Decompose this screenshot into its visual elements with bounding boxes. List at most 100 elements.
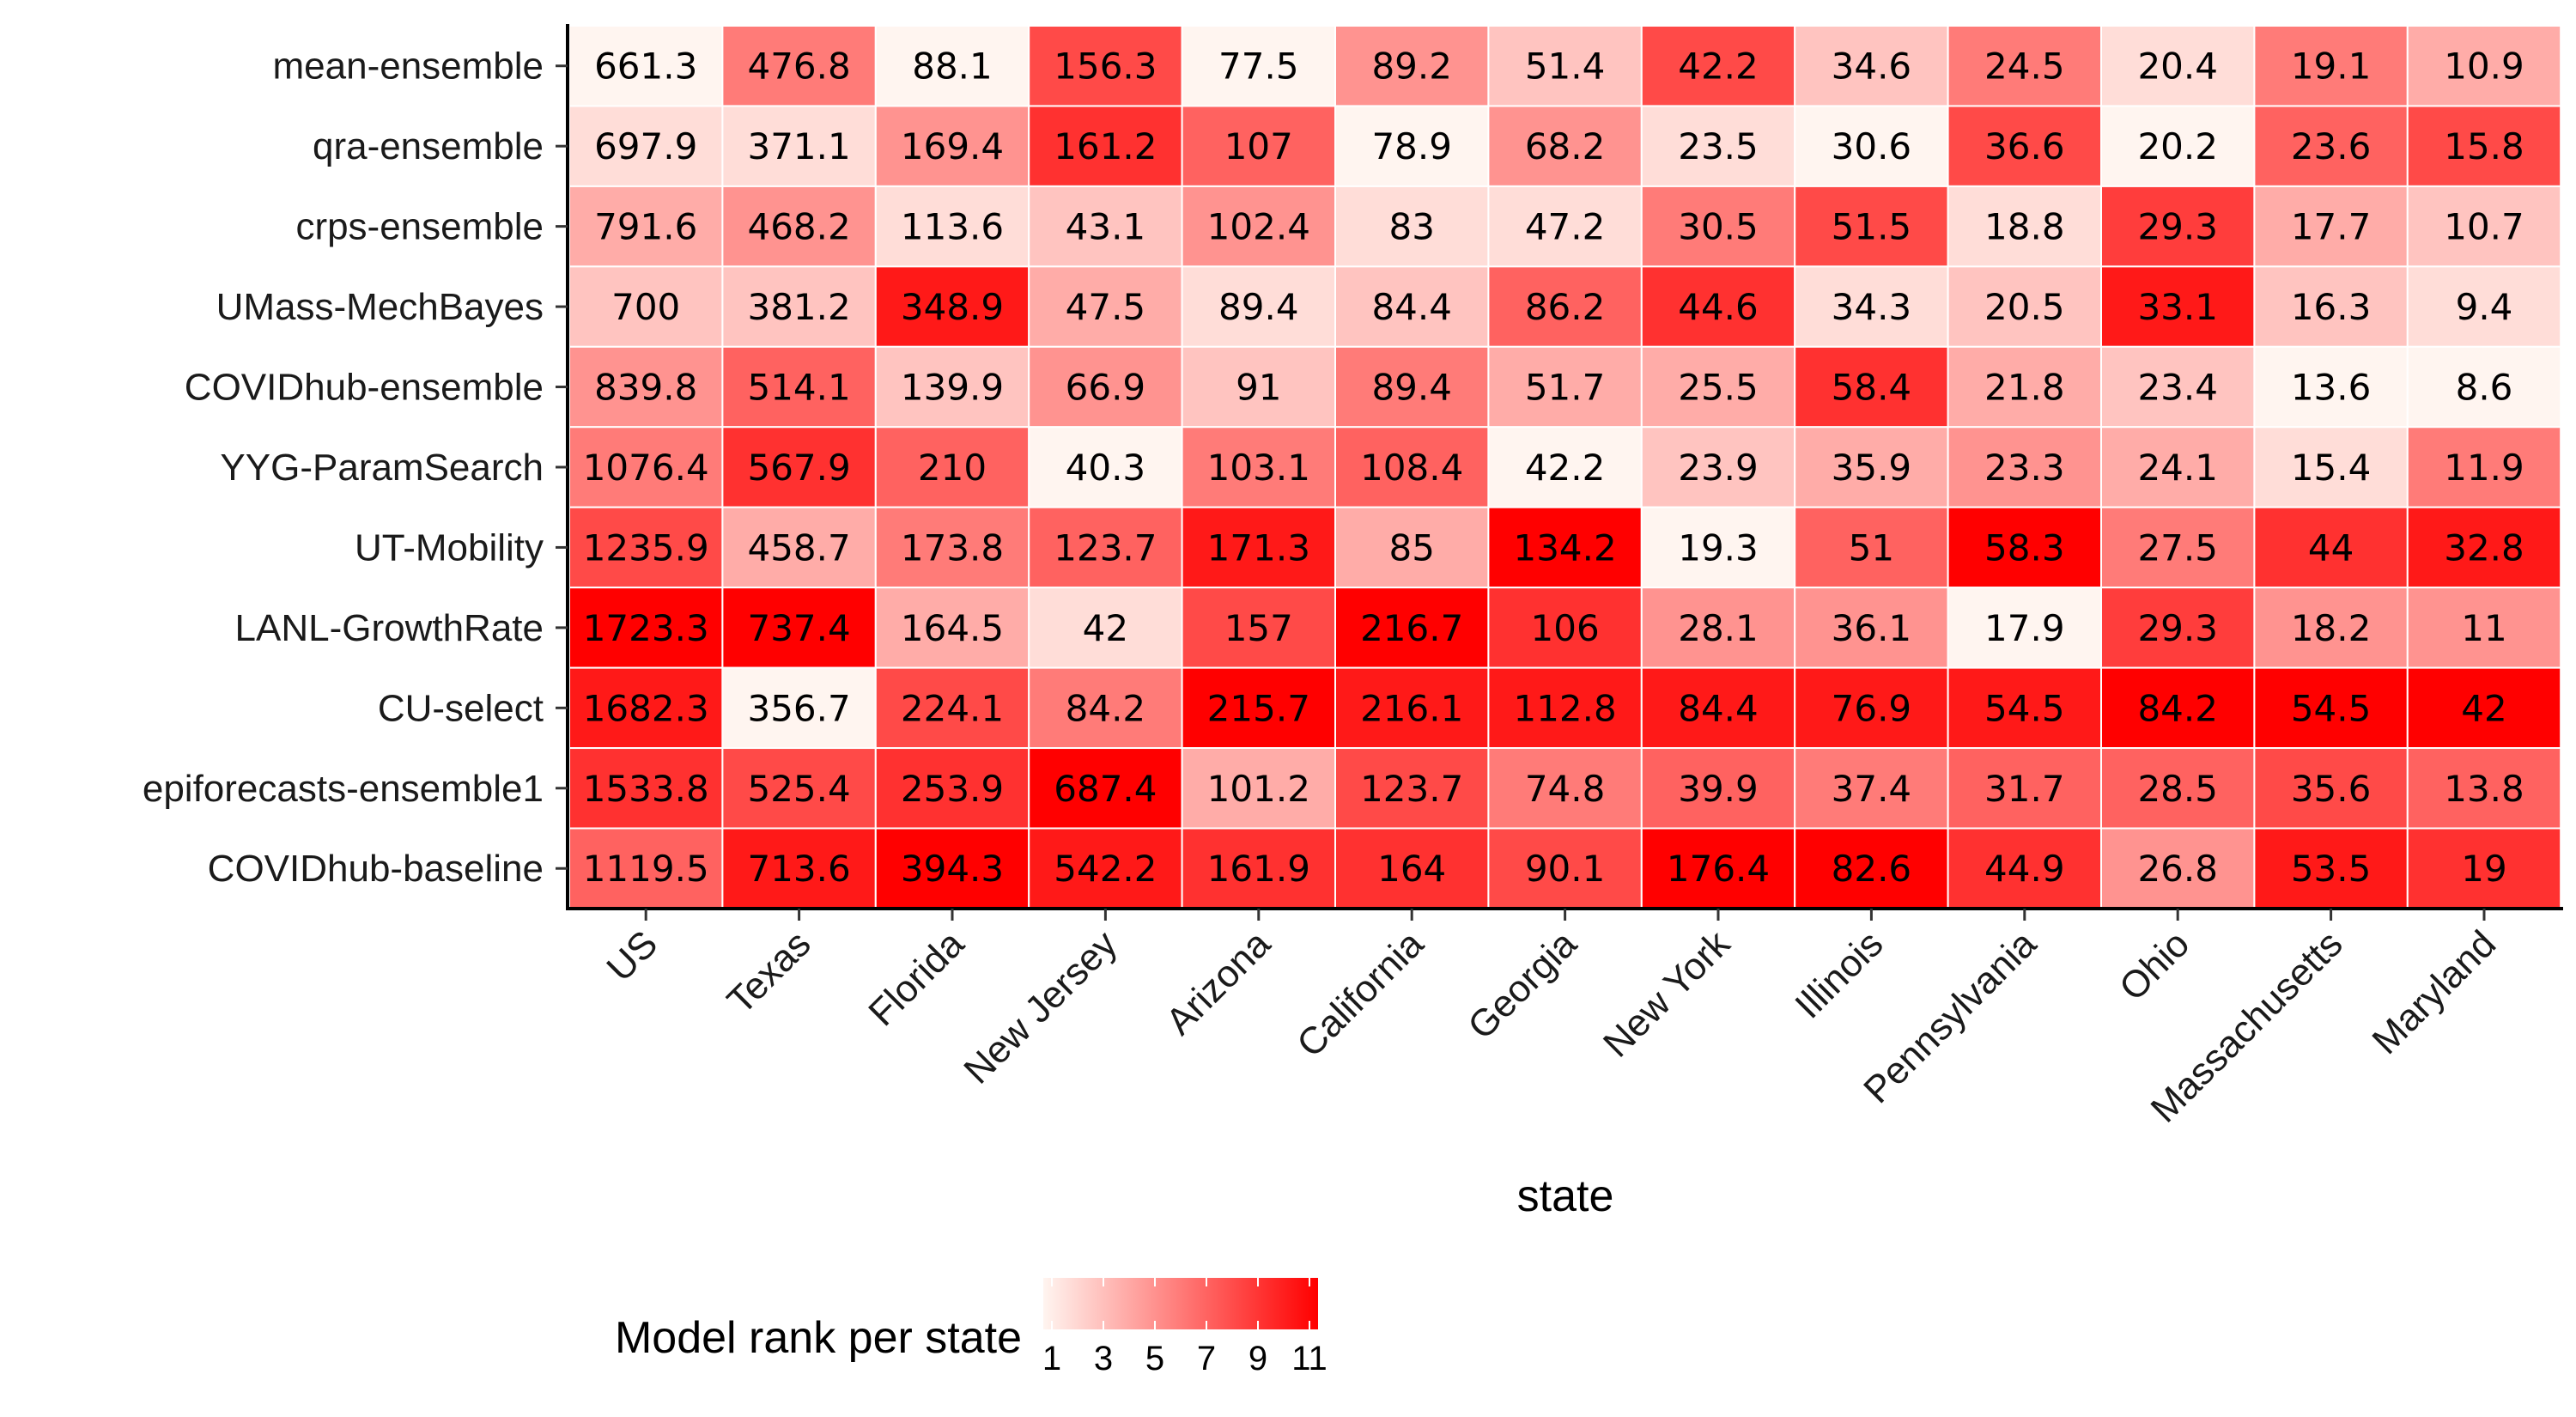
heatmap-cell	[568, 105, 724, 187]
heatmap-cell	[1947, 587, 2103, 669]
heatmap-cell	[1794, 25, 1949, 107]
cell-value-label: 30.6	[1832, 125, 1912, 167]
cell-value-label: 20.4	[2137, 46, 2218, 88]
cell-value-label: 34.3	[1832, 286, 1912, 328]
legend-tick-label: 5	[1145, 1340, 1164, 1377]
heatmap-cell	[874, 185, 1030, 268]
cell-value-label: 107	[1224, 125, 1293, 167]
heatmap-cell	[1181, 506, 1336, 589]
cell-value-label: 381.2	[747, 286, 850, 328]
cell-value-label: 8.6	[2456, 367, 2513, 409]
cell-value-label: 157	[1224, 607, 1293, 649]
cell-value-label: 171.3	[1207, 526, 1310, 569]
cell-value-label: 15.4	[2291, 447, 2372, 489]
heatmap-cell	[2100, 105, 2256, 187]
heatmap-cell	[721, 747, 877, 830]
cell-value-label: 78.9	[1371, 125, 1452, 167]
cell-value-label: 13.6	[2291, 367, 2372, 409]
cell-value-label: 90.1	[1525, 848, 1606, 890]
cell-value-label: 34.6	[1832, 46, 1912, 88]
heatmap-cell	[1794, 426, 1949, 508]
heatmap-cell	[1181, 747, 1336, 830]
cell-value-label: 108.4	[1360, 447, 1463, 489]
cell-value-label: 737.4	[747, 607, 850, 649]
cell-value-label: 40.3	[1066, 447, 1146, 489]
cell-value-label: 156.3	[1054, 46, 1157, 88]
heatmap-cell	[721, 345, 877, 429]
heatmap-cell	[2253, 506, 2409, 589]
heatmap-cell	[1028, 747, 1183, 830]
heatmap-cell	[1487, 666, 1643, 750]
heatmap-cell	[2253, 185, 2409, 268]
cell-value-label: 697.9	[594, 125, 697, 167]
heatmap-cell	[2406, 105, 2562, 187]
heatmap-cell	[2253, 345, 2409, 429]
cell-value-label: 91	[1236, 367, 1281, 409]
heatmap-cell	[1487, 506, 1643, 589]
heatmap-cell	[1947, 265, 2103, 348]
cell-value-label: 26.8	[2137, 848, 2218, 890]
cell-value-label: 54.5	[2291, 687, 2372, 729]
cell-value-label: 19	[2461, 848, 2506, 890]
legend-tick-label: 1	[1042, 1340, 1061, 1377]
y-axis-tick-label: UT-Mobility	[355, 526, 544, 569]
heatmap-cell	[2100, 666, 2256, 750]
heatmap-cell	[874, 345, 1030, 429]
heatmap-cell	[1334, 265, 1490, 348]
cell-value-label: 210	[918, 447, 987, 489]
cell-value-label: 169.4	[901, 125, 1004, 167]
y-axis-tick-label: mean-ensemble	[273, 46, 544, 88]
heatmap-cell	[2100, 747, 2256, 830]
legend-tick-label: 3	[1094, 1340, 1113, 1377]
cell-value-label: 44.9	[1984, 848, 2065, 890]
cell-value-label: 215.7	[1207, 687, 1310, 729]
heatmap-cell	[1947, 827, 2103, 909]
x-axis-tick-label: New Jersey	[956, 922, 1125, 1092]
heatmap-cell	[568, 185, 724, 268]
heatmap-cell	[1487, 25, 1643, 107]
heatmap-cell	[2406, 747, 2562, 830]
heatmap-cell	[1028, 265, 1183, 348]
heatmap-cell	[1181, 827, 1336, 909]
cell-value-label: 19.3	[1678, 526, 1759, 569]
heatmap-cell	[874, 426, 1030, 508]
cell-value-label: 51.4	[1525, 46, 1606, 88]
legend-tick-label: 7	[1197, 1340, 1216, 1377]
cell-value-label: 13.8	[2444, 768, 2524, 810]
cell-value-label: 24.1	[2137, 447, 2218, 489]
heatmap-cell	[2406, 666, 2562, 750]
cell-value-label: 514.1	[747, 367, 850, 409]
cell-value-label: 88.1	[912, 46, 993, 88]
heatmap-cell	[1181, 345, 1336, 429]
y-axis-tick-label: epiforecasts-ensemble1	[143, 768, 544, 810]
cell-value-label: 76.9	[1832, 687, 1912, 729]
cell-value-label: 39.9	[1678, 768, 1759, 810]
heatmap-cell	[1640, 426, 1796, 508]
heatmap-cell	[874, 666, 1030, 750]
heatmap-cell	[2406, 426, 2562, 508]
heatmap-cell	[2406, 827, 2562, 909]
cell-value-label: 164	[1377, 848, 1446, 890]
x-axis-tick-label: Florida	[860, 922, 972, 1034]
heatmap-cell	[721, 185, 877, 268]
cell-value-label: 30.5	[1678, 206, 1759, 248]
y-axis-tick-label: UMass-MechBayes	[216, 286, 544, 328]
cell-value-label: 51.7	[1525, 367, 1606, 409]
cell-value-label: 1076.4	[583, 447, 709, 489]
cell-value-label: 17.7	[2291, 206, 2372, 248]
heatmap-cell	[1487, 185, 1643, 268]
heatmap-cell	[721, 506, 877, 589]
heatmap-cell	[2100, 426, 2256, 508]
heatmap-cell	[1028, 506, 1183, 589]
y-axis-tick-label: COVIDhub-ensemble	[185, 367, 544, 409]
cell-value-label: 29.3	[2137, 607, 2218, 649]
cell-value-label: 102.4	[1207, 206, 1310, 248]
cell-value-label: 20.2	[2137, 125, 2218, 167]
heatmap-cell	[1487, 265, 1643, 348]
y-axis-ticks	[556, 64, 568, 870]
cell-value-label: 42	[1083, 607, 1128, 649]
legend-title: Model rank per state	[615, 1313, 1022, 1363]
cell-value-label: 112.8	[1513, 687, 1616, 729]
cell-value-label: 18.2	[2291, 607, 2372, 649]
